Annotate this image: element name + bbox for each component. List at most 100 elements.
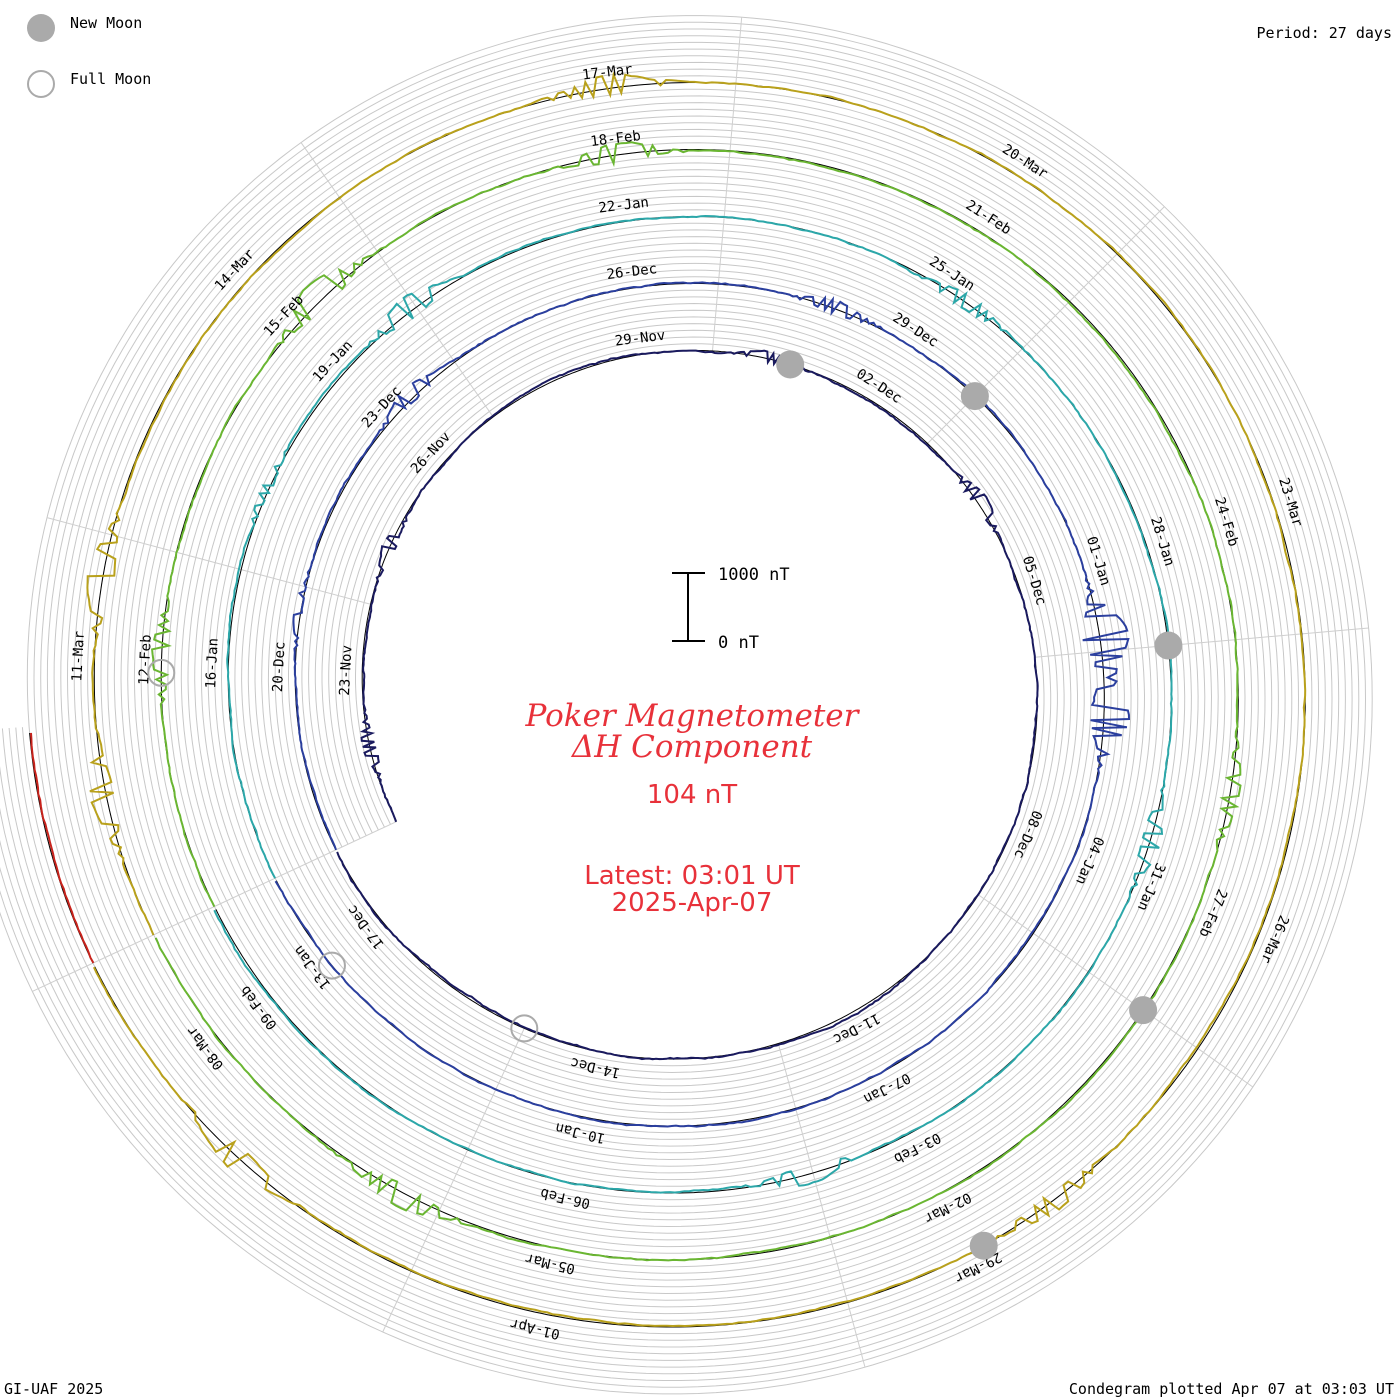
plotted-footer: Condegram plotted Apr 07 at 03:03 UT	[1069, 1380, 1394, 1398]
grid-spiral	[15, 68, 1320, 1341]
new-moon-marker	[1129, 996, 1158, 1025]
day-spoke	[214, 877, 276, 907]
date-tick-label: 03-Feb	[891, 1129, 943, 1166]
day-spoke	[415, 306, 456, 363]
date-tick-label: 19-Jan	[310, 338, 356, 386]
latest-date: 2025-Apr-07	[612, 888, 773, 918]
grid-spiral	[0, 41, 1346, 1368]
day-spoke	[467, 1088, 497, 1151]
date-tick-label: 23-Dec	[359, 383, 405, 431]
day-spoke	[377, 252, 417, 308]
grid-spiral	[0, 28, 1360, 1381]
day-spoke	[32, 962, 94, 992]
day-spoke	[241, 569, 306, 588]
day-spoke	[410, 1210, 440, 1272]
latest-time: Latest: 03:01 UT	[584, 861, 800, 891]
new-moon-marker	[960, 382, 989, 411]
day-spoke	[495, 1028, 525, 1090]
full-moon-legend-icon	[27, 70, 55, 98]
date-tick-label: 07-Jan	[861, 1069, 913, 1106]
legend: New Moon Full Moon	[27, 14, 151, 98]
date-tick-label: 02-Mar	[921, 1189, 973, 1226]
grid-spiral	[0, 35, 1353, 1375]
grid-spiral	[0, 21, 1367, 1388]
full-moon-legend-label: Full Moon	[70, 70, 151, 88]
day-spoke	[1033, 932, 1089, 973]
day-spoke	[46, 517, 112, 536]
day-spoke	[735, 17, 743, 85]
grid-spiral	[0, 48, 1340, 1361]
date-tick-label: 29-Nov	[614, 328, 666, 350]
day-spoke	[438, 1149, 469, 1211]
grid-spiral	[1, 55, 1333, 1355]
day-spoke	[176, 551, 242, 571]
day-spoke	[1069, 253, 1118, 302]
full-moon-marker	[317, 951, 346, 980]
day-spoke	[1021, 301, 1070, 350]
moon-phase-markers	[147, 350, 1183, 1260]
date-tick-label: 22-Jan	[598, 195, 650, 217]
day-spoke	[829, 1237, 849, 1303]
new-moon-legend-icon	[27, 14, 55, 42]
trace-2025-02-10	[151, 141, 1242, 1262]
date-tick-label: 23-Nov	[337, 645, 356, 696]
baseline-2025-04-05	[29, 732, 94, 964]
day-spoke	[723, 150, 731, 218]
day-spoke	[777, 1043, 797, 1109]
day-spoke	[274, 849, 337, 879]
day-spoke	[729, 83, 737, 151]
new-moon-marker	[776, 350, 805, 379]
trace-2025-04-05	[30, 732, 95, 964]
new-moon-marker	[1154, 631, 1183, 660]
trace-2024-11-21	[336, 349, 1039, 1061]
day-spoke	[812, 1172, 831, 1238]
grid-spiral	[21, 75, 1313, 1335]
day-spoke	[1235, 633, 1302, 641]
current-value: 104 nT	[647, 780, 737, 810]
magnetometer-traces	[30, 71, 1307, 1328]
trace-2025-01-14	[213, 214, 1173, 1194]
day-spoke	[305, 586, 371, 605]
day-spoke	[795, 1108, 814, 1174]
day-spoke	[153, 906, 215, 936]
trace-2024-12-18	[274, 281, 1131, 1128]
day-spoke	[339, 197, 379, 253]
day-spoke	[454, 361, 494, 418]
day-spoke	[300, 142, 340, 198]
date-tick-label: 12-Feb	[136, 634, 155, 685]
day-spoke	[1301, 627, 1369, 635]
day-spoke	[711, 284, 719, 351]
day-spoke	[1197, 1048, 1254, 1088]
day-spoke	[111, 534, 177, 553]
day-spoke	[382, 1271, 412, 1333]
grid-spiral	[8, 61, 1326, 1348]
full-moon-marker	[510, 1014, 539, 1043]
day-spoke	[335, 821, 397, 851]
day-spoke	[1034, 650, 1102, 658]
scale-bottom-label: 0 nT	[718, 633, 759, 653]
date-tick-label: 26-Dec	[606, 261, 658, 283]
day-spoke	[1116, 206, 1165, 255]
full-moon-marker	[147, 658, 176, 687]
new-moon-legend-label: New Moon	[70, 14, 142, 32]
new-moon-marker	[969, 1231, 998, 1260]
date-tick-label: 16-Jan	[203, 638, 222, 689]
date-tick-label: 14-Mar	[212, 246, 258, 294]
chart-subtitle: ΔH Component	[571, 729, 813, 765]
credit-footer: GI-UAF 2025	[4, 1380, 103, 1398]
scale-top-label: 1000 nT	[718, 565, 790, 585]
date-tick-label: 11-Dec	[830, 1010, 882, 1047]
date-tick-label: 18-Feb	[590, 128, 642, 150]
spiral-grid	[0, 15, 1373, 1395]
day-spoke	[92, 934, 154, 964]
date-tick-label: 20-Dec	[270, 641, 289, 692]
date-tick-label: 17-Mar	[581, 62, 633, 84]
trace-2025-03-09	[86, 71, 1307, 1328]
day-spoke	[717, 217, 725, 285]
day-spoke	[978, 894, 1034, 934]
period-label: Period: 27 days	[1257, 24, 1392, 42]
date-tick-label: 11-Mar	[69, 631, 88, 682]
day-spoke	[847, 1302, 866, 1368]
scale-bar: 1000 nT 0 nT	[672, 565, 790, 653]
